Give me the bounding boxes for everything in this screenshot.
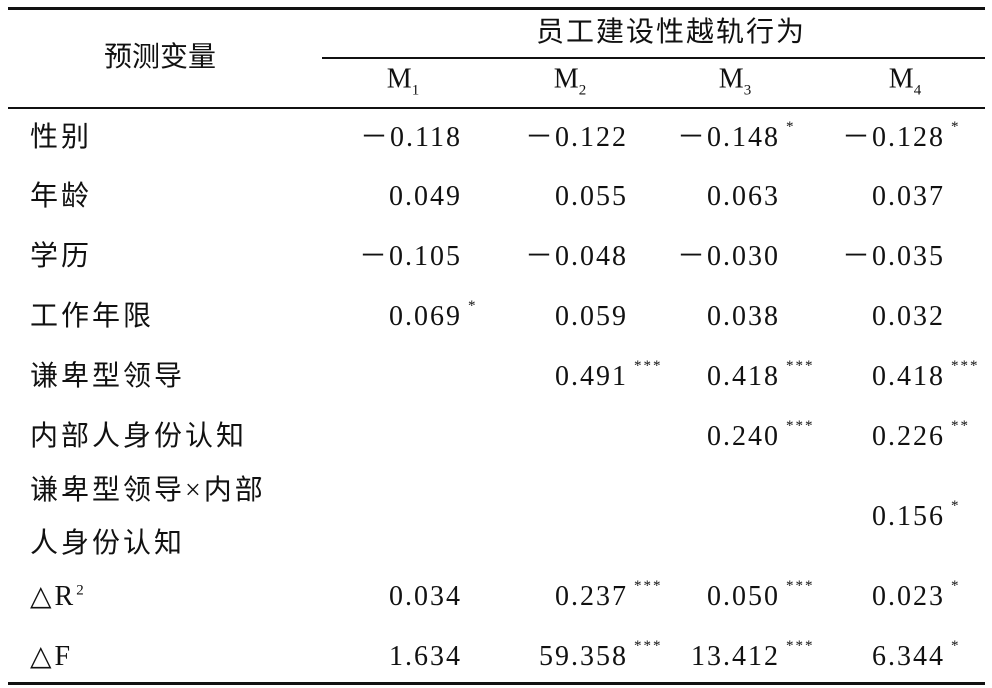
model-base: M	[888, 63, 914, 95]
row-label: 性别	[30, 124, 92, 152]
cell-value: 0.237	[555, 581, 628, 612]
row-label-text: 学历	[30, 241, 93, 272]
model-sub: 1	[411, 82, 420, 99]
cell-value: 0.038	[707, 301, 780, 332]
row-label-text: 谦卑型领导	[30, 361, 186, 392]
cell-value: 0.069	[389, 301, 462, 332]
cell-sig: ***	[634, 358, 663, 374]
cell-sig: *	[951, 638, 961, 654]
cell-sig: ***	[786, 578, 815, 594]
cell-value: －0.128	[841, 122, 945, 153]
cell-sig: ***	[786, 358, 815, 374]
cell-value: 0.491	[555, 361, 628, 392]
cell-value: －0.048	[524, 241, 628, 272]
cell-sig: ***	[634, 638, 663, 654]
row-label-text: △F	[30, 641, 74, 672]
cell-sig: *	[951, 119, 961, 135]
cell-value: 0.032	[872, 301, 945, 332]
cell-value: 0.059	[555, 301, 628, 332]
row-label-text: 人身份认知	[30, 527, 186, 559]
cell-sig: ***	[951, 358, 980, 374]
cell-value: －0.122	[524, 122, 628, 153]
row-label-text: 工作年限	[30, 301, 155, 332]
cell-value: 0.050	[707, 581, 780, 612]
bottom-rule	[8, 682, 985, 685]
predictor-header: 预测变量	[104, 42, 217, 73]
cell-value: 13.412	[691, 641, 780, 672]
row-label: 内部人身份认知	[30, 423, 247, 451]
row-label-text: 谦卑型领导×内部	[30, 474, 266, 506]
cell-value: 0.034	[389, 581, 462, 612]
cell-value: －0.035	[841, 241, 945, 272]
cell-value: 0.418	[707, 361, 780, 392]
group-rule	[322, 57, 985, 59]
row-label-text: 年龄	[30, 181, 93, 212]
model-base: M	[553, 63, 579, 95]
row-label: 人身份认知	[30, 527, 186, 559]
row-label: 学历	[30, 243, 92, 271]
top-rule	[8, 7, 985, 10]
row-label: 谦卑型领导×内部	[30, 474, 266, 506]
model-header: M3	[718, 63, 752, 99]
model-header: M1	[386, 63, 420, 99]
cell-value: 0.023	[872, 581, 945, 612]
cell-value: 0.063	[707, 181, 780, 212]
cell-value: 1.634	[389, 641, 462, 672]
cell-value: 0.156	[872, 501, 945, 532]
cell-value: 0.049	[389, 181, 462, 212]
cell-value: －0.118	[360, 122, 462, 153]
cell-sig: ***	[634, 578, 663, 594]
cell-value: 0.055	[555, 181, 628, 212]
row-label-sup: 2	[76, 582, 87, 599]
cell-value: 0.418	[872, 361, 945, 392]
dependent-header: 员工建设性越轨行为	[536, 17, 807, 48]
cell-value: －0.148	[676, 122, 780, 153]
model-base: M	[718, 63, 744, 95]
row-label-text: 内部人身份认知	[30, 421, 248, 452]
cell-value: 59.358	[539, 641, 628, 672]
cell-sig: *	[951, 498, 961, 514]
header-rule	[8, 107, 985, 109]
cell-value: 6.344	[872, 641, 945, 672]
row-label-text: △R	[30, 581, 77, 612]
cell-sig: ***	[786, 418, 815, 434]
cell-value: 0.226	[872, 421, 945, 452]
model-base: M	[386, 63, 412, 95]
model-header: M2	[553, 63, 587, 99]
cell-value: －0.030	[676, 241, 780, 272]
cell-sig: **	[951, 418, 970, 434]
model-header: M4	[888, 63, 922, 99]
row-label: △R2	[30, 583, 87, 611]
model-sub: 3	[743, 82, 752, 99]
cell-sig: *	[951, 578, 961, 594]
cell-value: 0.037	[872, 181, 945, 212]
cell-value: 0.240	[707, 421, 780, 452]
cell-value: －0.105	[358, 241, 462, 272]
model-sub: 2	[578, 82, 587, 99]
row-label: 谦卑型领导	[30, 363, 185, 391]
model-sub: 4	[913, 82, 922, 99]
cell-sig: *	[786, 119, 796, 135]
row-label: △F	[30, 643, 73, 671]
row-label: 工作年限	[30, 303, 154, 331]
row-label: 年龄	[30, 183, 92, 211]
cell-sig: *	[468, 298, 478, 314]
cell-sig: ***	[786, 638, 815, 654]
row-label-text: 性别	[30, 122, 93, 153]
